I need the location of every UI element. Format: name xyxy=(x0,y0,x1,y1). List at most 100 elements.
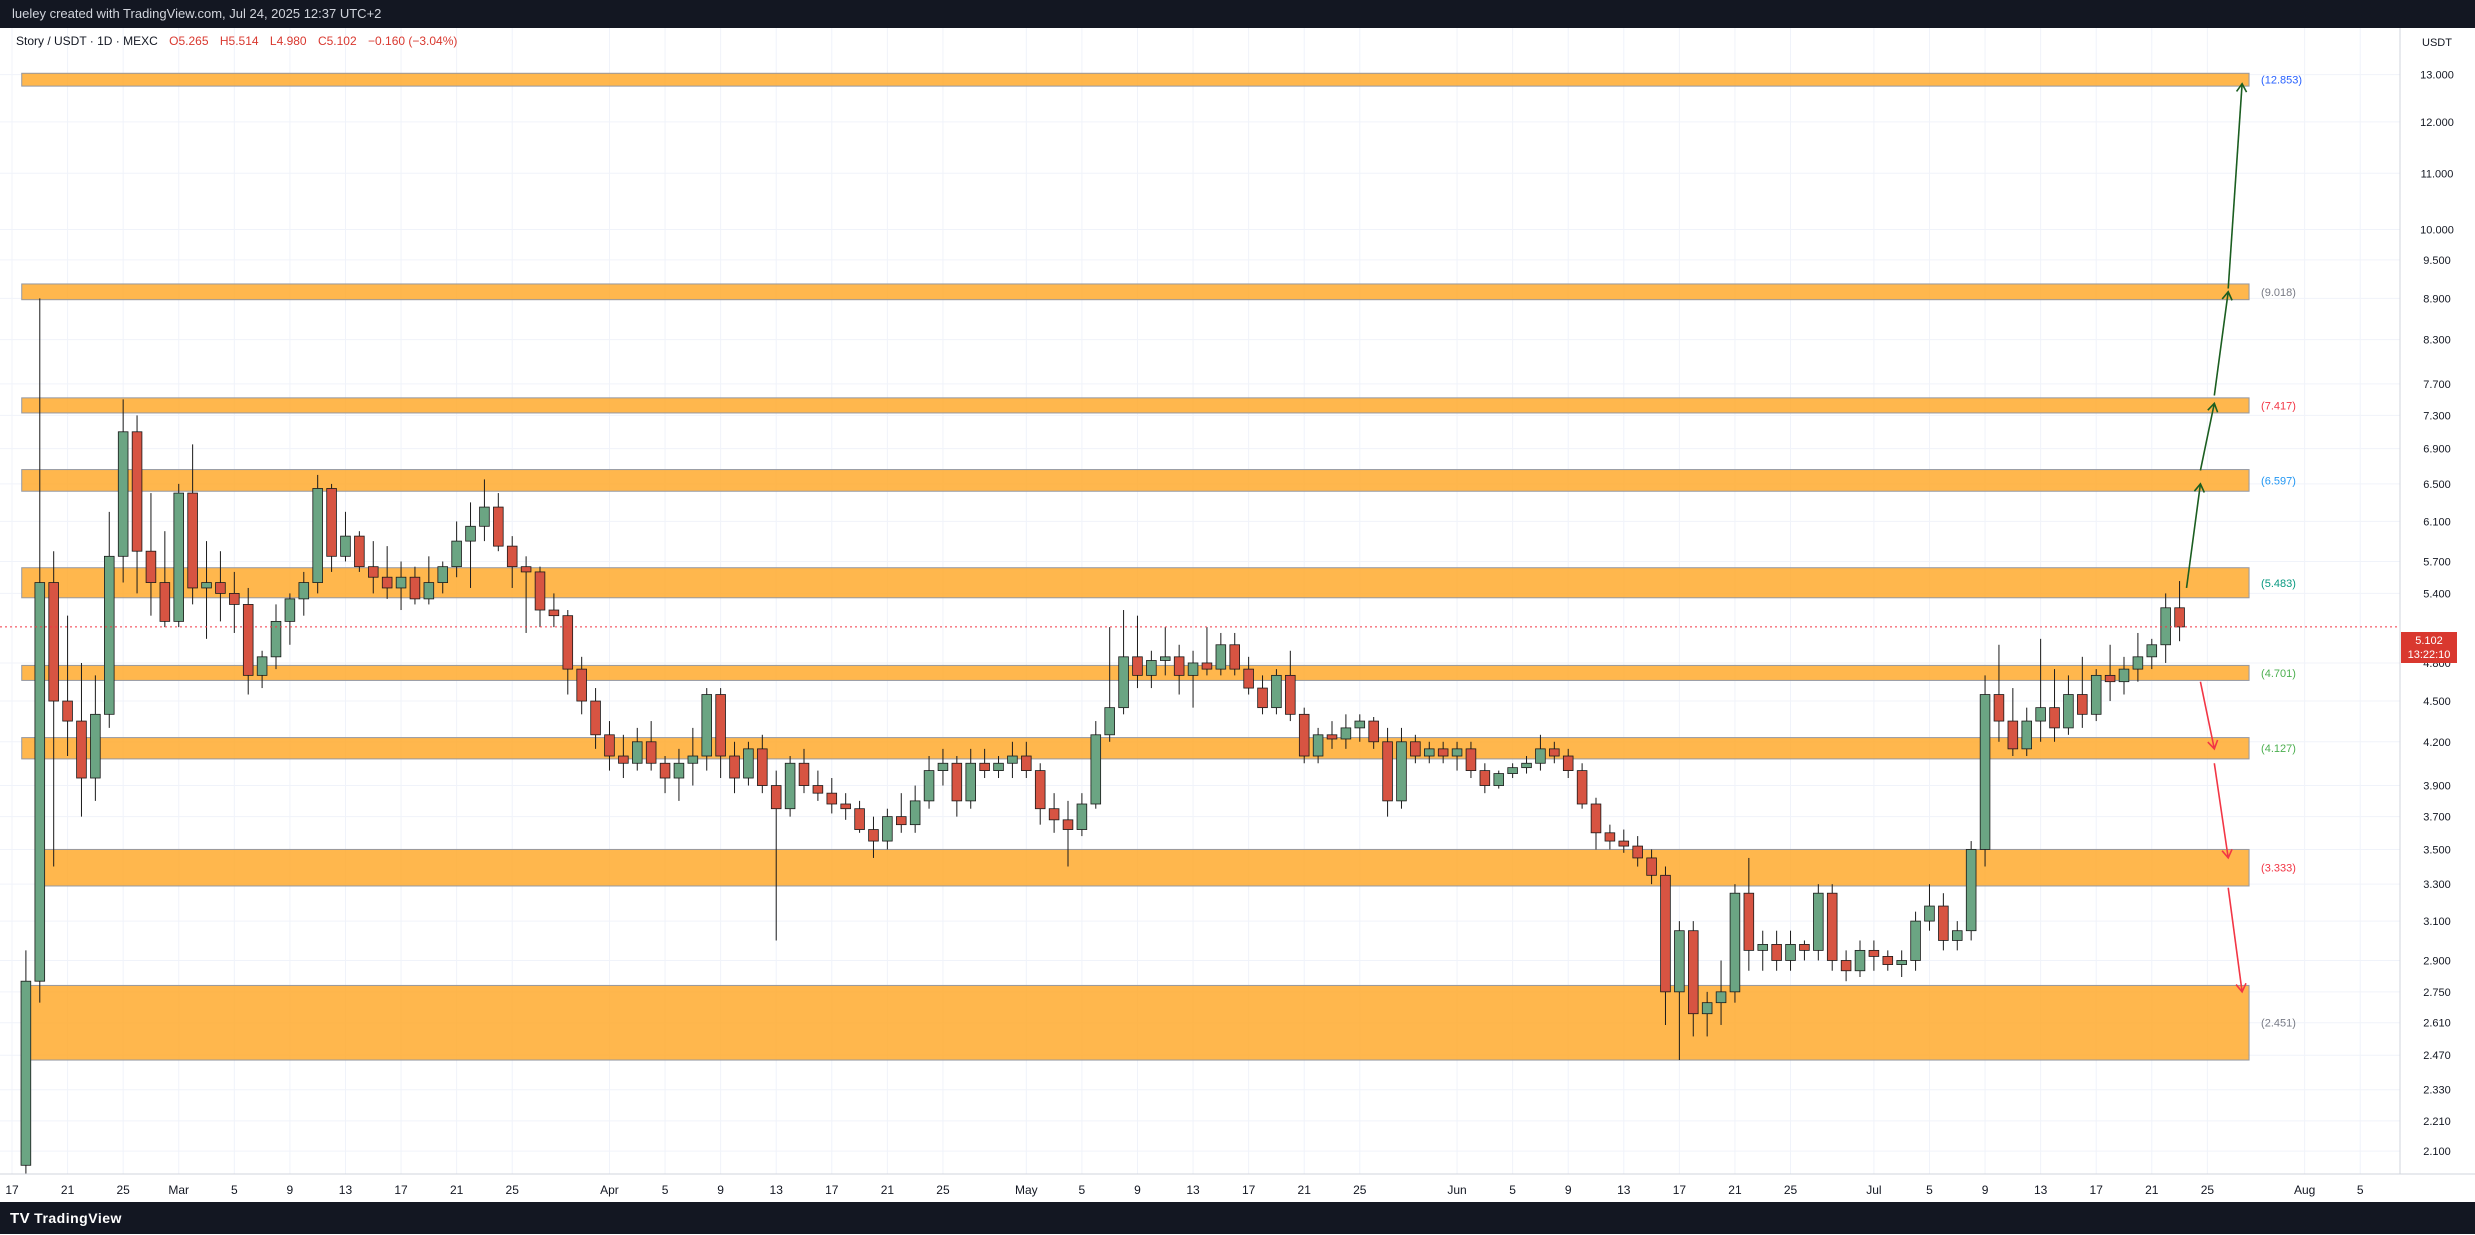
candle-body xyxy=(1382,741,1393,802)
projection-arrow xyxy=(2199,681,2219,751)
candle-body xyxy=(784,762,796,810)
chart-frame[interactable]: (12.853) (9.018) (7.417) (6.597) (5.483) (4.7… xyxy=(0,28,2475,1202)
projection-arrow xyxy=(2199,401,2219,471)
candle-body xyxy=(701,694,712,757)
x-tick-label: 17 xyxy=(2090,1183,2104,1197)
x-tick-label: 5 xyxy=(662,1183,669,1197)
candle-body xyxy=(1062,819,1074,830)
price-axis[interactable]: USDT 13.000 12.000 11.000 10.000 9.500 8.900 8… xyxy=(2399,28,2475,1174)
candle-body xyxy=(312,488,323,583)
bar-close-countdown: 13:22:10 xyxy=(2408,649,2451,661)
candle-body xyxy=(1701,1002,1713,1015)
projection-arrows[interactable] xyxy=(2185,82,2248,994)
candle-body xyxy=(1257,687,1268,709)
x-tick-label: 5 xyxy=(1079,1183,1086,1197)
candle-body xyxy=(395,576,407,589)
y-tick-label: 2.900 xyxy=(2423,955,2451,967)
current-price-tag: 5.102 13:22:10 xyxy=(2401,632,2457,663)
candle-body xyxy=(173,492,185,622)
zone-label: (3.333) xyxy=(2261,863,2296,875)
candle-body xyxy=(451,540,462,568)
y-tick-label: 4.200 xyxy=(2423,737,2451,749)
candle-body xyxy=(229,592,240,605)
x-tick-label: 25 xyxy=(116,1183,130,1197)
tradingview-logo-icon: TV xyxy=(10,1210,31,1227)
candle-body xyxy=(1326,734,1338,740)
candle-body xyxy=(1340,727,1352,740)
x-tick-label: 21 xyxy=(1298,1183,1312,1197)
y-tick-label: 7.700 xyxy=(2423,379,2451,391)
candle-body xyxy=(979,762,990,771)
candle-body xyxy=(868,829,879,842)
zone-band xyxy=(21,567,2250,599)
candle-body xyxy=(90,713,101,779)
x-tick-label: 21 xyxy=(1728,1183,1742,1197)
candle-body xyxy=(1076,803,1088,830)
price-chart[interactable]: (12.853) (9.018) (7.417) (6.597) (5.483) (4.7… xyxy=(0,28,2475,1202)
x-tick-label: 17 xyxy=(5,1183,19,1197)
zone-band xyxy=(21,737,2250,760)
zone-label: (9.018) xyxy=(2261,287,2296,299)
candle-body xyxy=(1368,720,1379,743)
candle-body xyxy=(1201,662,1213,670)
candle-body xyxy=(1604,832,1616,842)
candle-body xyxy=(145,550,157,583)
candle-body xyxy=(1312,734,1324,757)
candle-body xyxy=(1910,920,1921,961)
y-tick-label: 2.210 xyxy=(2423,1116,2451,1128)
candle-body xyxy=(1813,892,1824,951)
candle-body xyxy=(2118,668,2130,683)
x-tick-label: 21 xyxy=(2145,1183,2159,1197)
time-axis[interactable]: 17 21 25 Mar 5 9 13 17 21 25 Apr 5 9 13 17 21 25 May 5 9 13 1… xyxy=(0,1173,2475,1202)
y-tick-label: 10.000 xyxy=(2420,225,2454,237)
zone-band xyxy=(21,283,2250,301)
candle-body xyxy=(1993,694,2005,722)
zone-band xyxy=(21,397,2250,414)
candle-body xyxy=(1562,755,1574,771)
symbol-name[interactable]: Story / USDT · 1D · MEXC xyxy=(16,34,158,48)
candle-body xyxy=(1632,845,1643,859)
candle-body xyxy=(2090,674,2102,715)
candle-body xyxy=(1229,644,1240,670)
y-tick-label: 8.900 xyxy=(2423,293,2451,305)
y-tick-label: 12.000 xyxy=(2420,117,2454,129)
candle-body xyxy=(1715,991,1727,1004)
candle-body xyxy=(673,762,685,779)
y-tick-label: 6.100 xyxy=(2423,516,2451,528)
candle-body xyxy=(715,694,726,757)
axis-currency-label: USDT xyxy=(2422,37,2452,49)
candle-body xyxy=(159,582,171,622)
projection-arrow xyxy=(2213,290,2233,396)
zone-label: (6.597) xyxy=(2261,475,2296,487)
candle-body xyxy=(659,762,671,779)
candle-body xyxy=(2174,607,2185,628)
projection-arrow xyxy=(2185,482,2206,589)
candle-body xyxy=(326,488,337,557)
candle-body xyxy=(409,576,421,600)
candle-body xyxy=(117,431,129,557)
zone-label: (4.127) xyxy=(2261,743,2296,755)
candle-body xyxy=(1938,905,1949,941)
candle-body xyxy=(2007,720,2019,750)
y-tick-label: 6.900 xyxy=(2423,444,2451,456)
y-tick-label: 13.000 xyxy=(2420,70,2454,82)
candle-body xyxy=(1896,960,1907,965)
candle-body xyxy=(1660,874,1671,993)
y-tick-label: 2.470 xyxy=(2423,1050,2451,1062)
tradingview-logo[interactable]: TV TradingView xyxy=(10,1202,122,1235)
x-tick-label: 25 xyxy=(1353,1183,1367,1197)
x-tick-label: 9 xyxy=(1982,1183,1989,1197)
y-tick-label: 3.700 xyxy=(2423,812,2451,824)
footer-bar: TV TradingView xyxy=(0,1202,2475,1234)
x-tick-label: 21 xyxy=(61,1183,75,1197)
candle-body xyxy=(20,980,32,1166)
candle-body xyxy=(1493,773,1504,786)
x-tick-label: May xyxy=(1015,1183,1038,1197)
candle-body xyxy=(1590,803,1602,834)
candle-body xyxy=(437,566,449,583)
candle-body xyxy=(201,582,212,589)
y-tick-label: 2.610 xyxy=(2423,1018,2451,1030)
candle-body xyxy=(1854,949,1866,972)
brand-name: TradingView xyxy=(34,1210,122,1226)
x-tick-label: 13 xyxy=(2034,1183,2048,1197)
